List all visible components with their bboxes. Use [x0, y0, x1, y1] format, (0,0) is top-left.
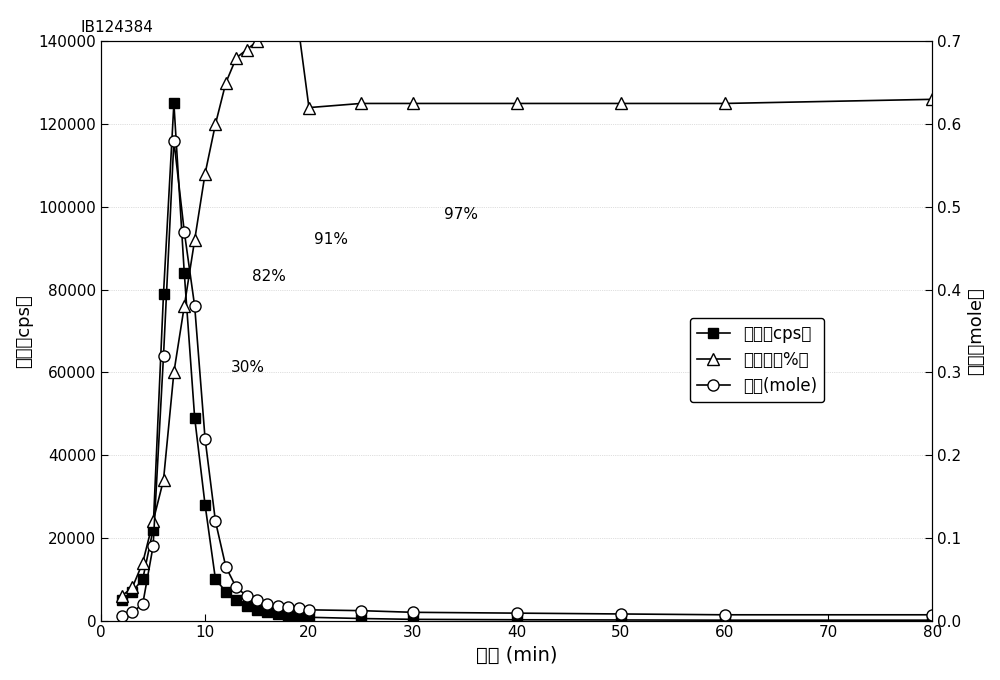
Text: 97%: 97% — [444, 207, 478, 222]
酸度(mole) — [511, 609, 523, 617]
酸度(mole) — [189, 302, 201, 310]
回收率（%） — [178, 302, 190, 310]
酸度(mole) — [199, 435, 211, 443]
酸度(mole) — [355, 607, 367, 615]
强度（cps） — [615, 616, 627, 624]
强度（cps） — [272, 610, 284, 618]
Line: 酸度(mole): 酸度(mole) — [116, 135, 938, 622]
强度（cps） — [282, 611, 294, 619]
酸度(mole) — [209, 517, 221, 526]
回收率（%） — [241, 46, 253, 54]
强度（cps） — [220, 588, 232, 596]
回收率（%） — [272, 25, 284, 33]
酸度(mole) — [261, 600, 273, 608]
回收率（%） — [719, 99, 731, 107]
回收率（%） — [116, 592, 128, 600]
X-axis label: 时间 (min): 时间 (min) — [476, 646, 558, 665]
强度（cps） — [178, 269, 190, 277]
酸度(mole) — [272, 602, 284, 610]
酸度(mole) — [303, 606, 315, 614]
强度（cps） — [209, 575, 221, 583]
回收率（%） — [303, 103, 315, 112]
回收率（%） — [407, 99, 419, 107]
Y-axis label: 酸度（mole）: 酸度（mole） — [967, 287, 985, 375]
酸度(mole) — [126, 608, 138, 616]
Line: 回收率（%）: 回收率（%） — [116, 23, 938, 601]
强度（cps） — [511, 615, 523, 624]
强度（cps） — [355, 615, 367, 623]
强度（cps） — [147, 526, 159, 534]
强度（cps） — [199, 500, 211, 509]
酸度(mole) — [178, 228, 190, 236]
回收率（%） — [511, 99, 523, 107]
强度（cps） — [126, 588, 138, 596]
回收率（%） — [137, 558, 149, 566]
酸度(mole) — [293, 604, 305, 612]
回收率（%） — [220, 79, 232, 87]
强度（cps） — [189, 414, 201, 422]
回收率（%） — [261, 29, 273, 37]
酸度(mole) — [147, 542, 159, 550]
回收率（%） — [251, 37, 263, 46]
Text: 30%: 30% — [231, 360, 265, 375]
回收率（%） — [230, 54, 242, 62]
回收率（%） — [199, 170, 211, 178]
强度（cps） — [168, 99, 180, 107]
酸度(mole) — [168, 137, 180, 145]
酸度(mole) — [137, 600, 149, 608]
Text: IB124384: IB124384 — [80, 20, 153, 35]
强度（cps） — [303, 613, 315, 622]
强度（cps） — [116, 596, 128, 604]
强度（cps） — [230, 596, 242, 604]
Y-axis label: 强度（cps）: 强度（cps） — [15, 294, 33, 368]
强度（cps） — [926, 616, 938, 624]
酸度(mole) — [220, 563, 232, 571]
酸度(mole) — [282, 603, 294, 611]
Line: 强度（cps）: 强度（cps） — [117, 99, 937, 625]
酸度(mole) — [241, 592, 253, 600]
强度（cps） — [407, 615, 419, 624]
强度（cps） — [158, 290, 170, 298]
回收率（%） — [126, 583, 138, 592]
回收率（%） — [168, 369, 180, 377]
Text: 82%: 82% — [252, 269, 286, 284]
酸度(mole) — [407, 608, 419, 616]
强度（cps） — [241, 602, 253, 610]
回收率（%） — [282, 25, 294, 33]
回收率（%） — [615, 99, 627, 107]
回收率（%） — [293, 25, 305, 33]
酸度(mole) — [158, 352, 170, 360]
酸度(mole) — [719, 611, 731, 619]
酸度(mole) — [615, 610, 627, 618]
Text: 91%: 91% — [314, 232, 348, 247]
回收率（%） — [926, 95, 938, 103]
回收率（%） — [209, 120, 221, 129]
强度（cps） — [137, 575, 149, 583]
回收率（%） — [147, 517, 159, 526]
回收率（%） — [189, 236, 201, 244]
回收率（%） — [158, 476, 170, 484]
酸度(mole) — [251, 596, 263, 604]
酸度(mole) — [230, 583, 242, 592]
Legend: 强度（cps）, 回收率（%）, 酸度(mole): 强度（cps）, 回收率（%）, 酸度(mole) — [690, 318, 824, 402]
强度（cps） — [251, 606, 263, 614]
回收率（%） — [355, 99, 367, 107]
酸度(mole) — [116, 613, 128, 621]
酸度(mole) — [926, 611, 938, 619]
强度（cps） — [293, 613, 305, 621]
强度（cps） — [719, 616, 731, 624]
强度（cps） — [261, 608, 273, 616]
